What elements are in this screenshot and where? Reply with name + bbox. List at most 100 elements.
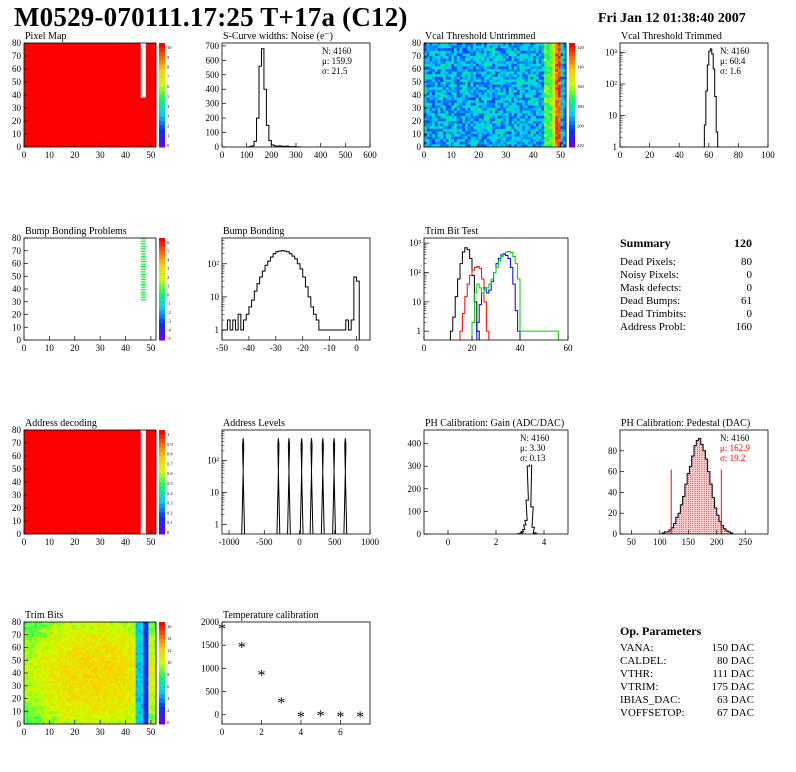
heatmap-cell: [77, 647, 81, 651]
heatmap-cell: [443, 102, 447, 106]
palette-tick-label: 8: [167, 65, 170, 70]
heatmap-cell: [107, 627, 111, 630]
heatmap-cell: [49, 701, 53, 704]
heatmap-cell: [467, 100, 471, 104]
heatmap-cell: [100, 721, 103, 725]
heatmap-cell: [84, 701, 88, 704]
heatmap-cell: [64, 657, 68, 661]
heatmap-cell: [456, 61, 460, 65]
heatmap-cell: [46, 716, 50, 720]
heatmap-cell: [508, 105, 512, 109]
heatmap-cell: [481, 79, 485, 83]
palette-cell: [159, 477, 165, 483]
heatmap-cell: [54, 647, 58, 651]
map-fill: [24, 43, 156, 147]
heatmap-cell: [456, 118, 460, 122]
heatmap-cell: [464, 92, 468, 96]
histogram-line: [517, 438, 538, 535]
x-tick-label: 600: [363, 150, 377, 160]
heatmap-cell: [36, 693, 40, 697]
palette-cell: [159, 306, 165, 311]
heatmap-cell: [516, 121, 520, 124]
heatmap-cell: [69, 660, 73, 664]
heatmap-cell: [102, 629, 106, 633]
heatmap-cell: [82, 644, 86, 648]
heatmap-cell: [448, 53, 452, 57]
heatmap-cell: [92, 698, 96, 702]
heatmap-cell: [110, 706, 114, 709]
heatmap-cell: [133, 673, 136, 676]
heatmap-cell: [145, 652, 149, 656]
heatmap-cell: [432, 87, 436, 91]
heatmap-cell: [514, 69, 518, 72]
heatmap-cell: [426, 144, 430, 148]
heatmap-cell: [549, 136, 553, 140]
heatmap-cell: [133, 713, 136, 717]
heatmap-cell: [125, 718, 129, 722]
x-tick-label: 40: [516, 343, 526, 353]
heatmap-cell: [500, 97, 504, 101]
heatmap-cell: [148, 655, 152, 658]
heatmap-cell: [72, 634, 76, 638]
heatmap-cell: [107, 721, 111, 725]
heatmap-cell: [67, 708, 70, 712]
heatmap-cell: [470, 92, 474, 96]
heatmap-cell: [511, 84, 515, 88]
heatmap-cell: [79, 652, 83, 656]
palette-cell: [159, 707, 165, 712]
heatmap-cell: [470, 121, 474, 124]
heatmap-cell: [481, 105, 485, 109]
heatmap-cell: [107, 647, 111, 651]
heatmap-cell: [69, 690, 73, 694]
heatmap-cell: [503, 102, 507, 106]
heatmap-cell: [549, 79, 553, 83]
heatmap-cell: [135, 673, 139, 676]
palette-cell: [569, 43, 575, 48]
heatmap-cell: [443, 61, 447, 65]
heatmap-cell: [69, 642, 73, 646]
heatmap-cell: [508, 102, 512, 106]
heatmap-cell: [437, 128, 441, 132]
heatmap-cell: [39, 716, 43, 720]
heatmap-cell: [478, 76, 482, 80]
heatmap-cell: [456, 141, 460, 145]
heatmap-cell: [495, 92, 499, 96]
heatmap-cell: [492, 126, 496, 130]
heatmap-cell: [51, 718, 55, 722]
heatmap-cell: [105, 713, 109, 717]
plot-frame: [221, 621, 371, 725]
heatmap-cell: [486, 126, 490, 130]
heatmap-cell: [500, 100, 504, 104]
heatmap-cell: [46, 675, 50, 679]
heatmap-cell: [29, 673, 32, 676]
heatmap-cell: [527, 45, 531, 49]
address-peak: [332, 438, 336, 535]
heatmap-cell: [44, 632, 48, 636]
heatmap-cell: [467, 79, 471, 83]
x-tick-label: 40: [121, 537, 131, 547]
heatmap-cell: [150, 650, 154, 653]
heatmap-cell: [434, 53, 438, 57]
heatmap-cell: [29, 708, 32, 712]
heatmap-cell: [140, 644, 144, 648]
heatmap-cell: [46, 652, 50, 656]
heatmap-cell: [49, 678, 53, 681]
heatmap-cell: [495, 113, 499, 117]
heatmap-cell: [143, 711, 147, 715]
heatmap-cell: [150, 639, 154, 643]
heatmap-cell: [110, 693, 114, 697]
heatmap-cell: [481, 87, 485, 91]
heatmap-cell: [143, 634, 147, 638]
heatmap-cell: [49, 627, 53, 630]
heatmap-cell: [34, 670, 37, 674]
heatmap-cell: [508, 141, 512, 145]
heatmap-cell: [128, 670, 131, 674]
heatmap-cell: [51, 675, 55, 679]
heatmap-cell: [443, 58, 447, 62]
heatmap-cell: [481, 43, 485, 46]
heatmap-cell: [448, 84, 452, 88]
palette-cell: [159, 711, 165, 716]
op-param-row: VTHR: 111 DAC: [620, 668, 754, 681]
palette-cell: [159, 634, 165, 640]
heatmap-cell: [437, 74, 441, 78]
